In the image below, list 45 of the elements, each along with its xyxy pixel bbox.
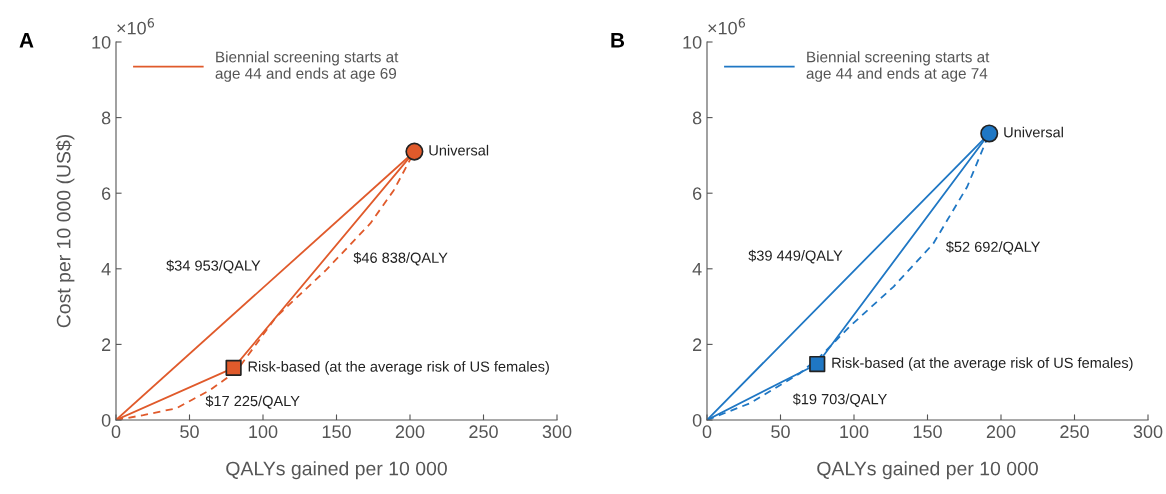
annotation: Risk-based (at the average risk of US females) — [248, 361, 549, 375]
text: B — [611, 33, 625, 48]
y-tick-label: 4 — [692, 262, 702, 276]
x-tick-label: 100 — [249, 425, 278, 439]
annotation: Universal — [429, 144, 489, 156]
y-tick-label: 8 — [692, 111, 702, 125]
y-axis-title: Cost per 10 000 (US$) — [55, 134, 75, 328]
x-tick-label: 250 — [469, 425, 498, 439]
y-tick-label: 2 — [102, 338, 111, 351]
annotation: $46 838/QALY — [353, 251, 448, 266]
annotation: Risk-based (at the average risk of US females) — [832, 357, 1133, 371]
y-tick-label: 10 — [92, 35, 111, 49]
y-tick-label: 2 — [693, 338, 702, 351]
text: ×10$^{6}$ — [708, 18, 746, 35]
y-tick-label: 8 — [101, 111, 111, 125]
annotation: $52 692/QALY — [945, 241, 1041, 255]
x-axis-title: QALYs gained per 10 000 — [817, 461, 1038, 480]
x-tick-label: 200 — [395, 425, 425, 439]
x-axis-title: QALYs gained per 10 000 — [226, 461, 447, 480]
y-tick-label: 0 — [101, 413, 111, 427]
legend-label: Biennial screening starts at age 44 and ends at age 69 — [215, 51, 399, 82]
x-tick-label: 0 — [111, 425, 121, 439]
x-tick-label: 50 — [180, 425, 199, 439]
annotation: $19 703/QALY — [792, 393, 887, 407]
x-tick-label: 100 — [840, 425, 869, 439]
x-tick-label: 50 — [771, 425, 790, 439]
x-tick-label: 200 — [986, 425, 1016, 439]
annotation: Universal — [1004, 126, 1063, 138]
y-tick-label: 6 — [102, 187, 111, 200]
text: A — [19, 33, 34, 48]
y-tick-label: 4 — [101, 262, 111, 276]
text: ×10$^{6}$ — [117, 18, 155, 35]
annotation: $34 953/QALY — [166, 259, 261, 274]
annotation: $17 225/QALY — [205, 395, 300, 409]
y-tick-label: 10 — [683, 35, 702, 49]
x-tick-label: 250 — [1060, 425, 1089, 439]
y-tick-label: 6 — [693, 187, 702, 200]
y-tick-label: 0 — [692, 413, 702, 427]
x-tick-label: 0 — [702, 425, 712, 439]
x-tick-label: 150 — [913, 425, 942, 439]
x-tick-label: 150 — [322, 425, 351, 439]
x-tick-label: 300 — [542, 425, 572, 439]
x-tick-label: 300 — [1133, 425, 1163, 439]
legend-label: Biennial screening starts at age 44 and ends at age 74 — [806, 51, 990, 82]
annotation: $39 449/QALY — [748, 249, 843, 264]
